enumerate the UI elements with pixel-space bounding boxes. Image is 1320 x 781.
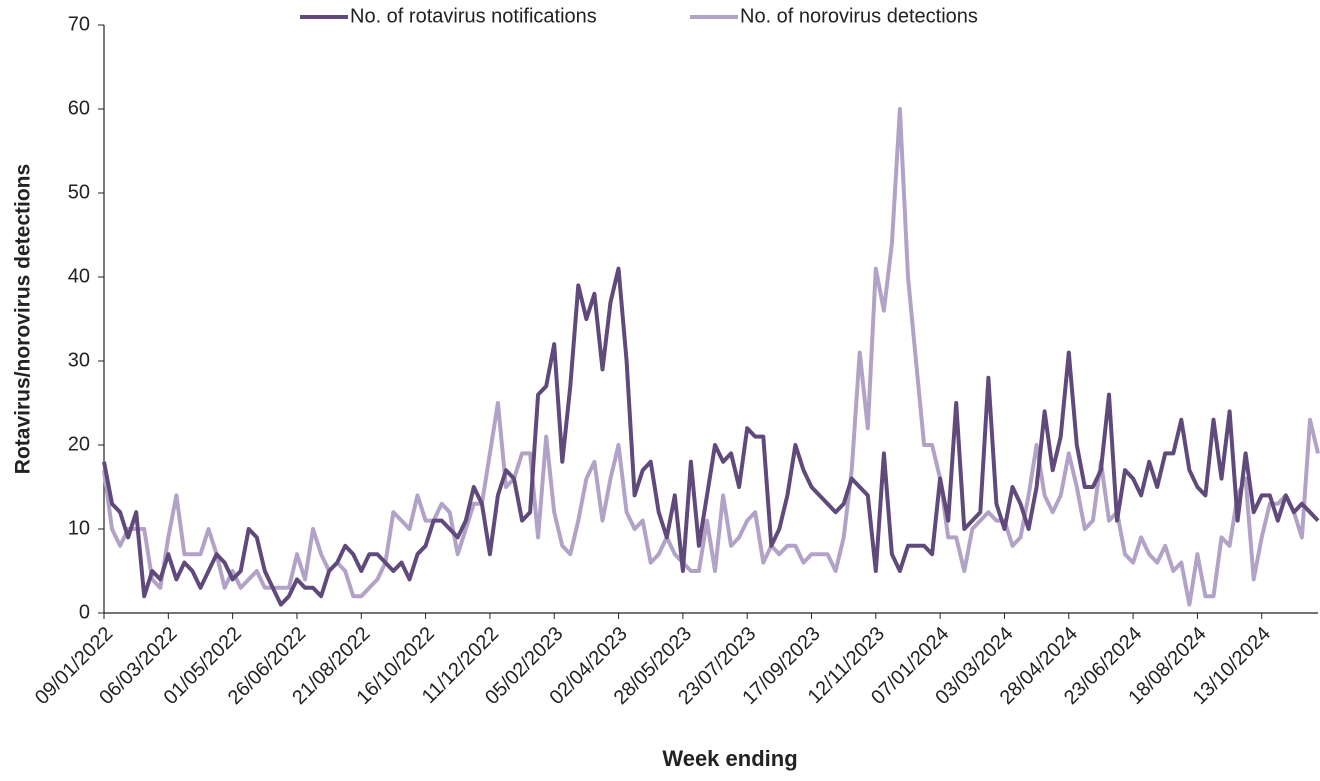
x-axis-title: Week ending [662, 746, 797, 771]
y-tick-label: 50 [68, 181, 90, 203]
y-tick-label: 20 [68, 433, 90, 455]
legend-label: No. of rotavirus notifications [350, 5, 597, 27]
y-tick-label: 10 [68, 517, 90, 539]
series-line [102, 107, 1320, 607]
y-tick-label: 40 [68, 265, 90, 287]
legend-label: No. of norovirus detections [740, 5, 978, 27]
y-axis-title: Rotavirus/norovirus detections [12, 164, 35, 474]
y-tick-label: 30 [68, 349, 90, 371]
y-tick-label: 60 [68, 97, 90, 119]
y-tick-label: 70 [68, 13, 90, 35]
series-line [102, 266, 1320, 607]
y-tick-label: 0 [79, 601, 90, 623]
